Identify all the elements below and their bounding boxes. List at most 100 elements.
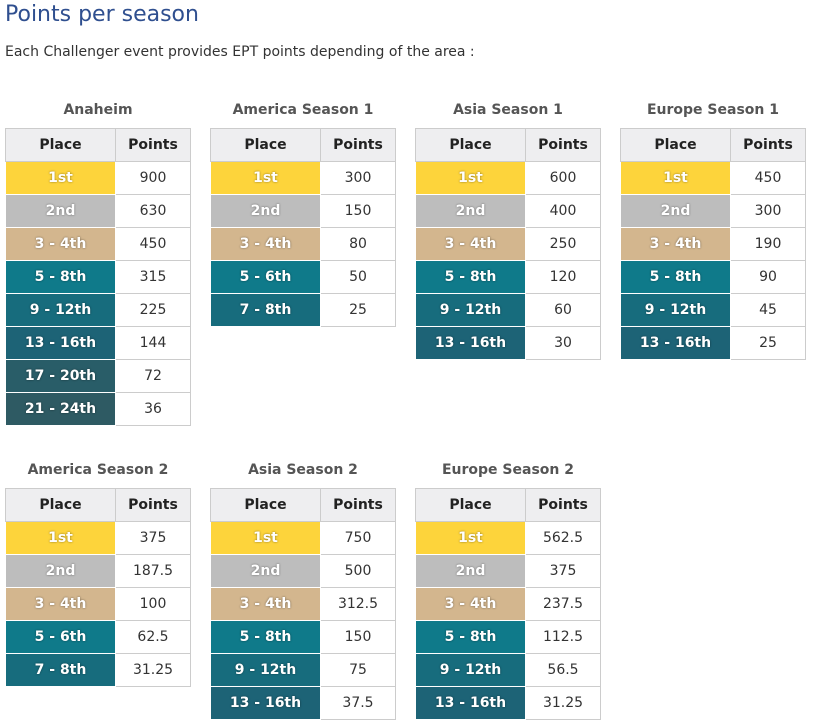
points-cell: 56.5 — [525, 653, 601, 687]
header-row: Place Points — [210, 488, 396, 522]
place-cell: 5 - 6th — [210, 260, 321, 294]
points-cell: 25 — [730, 326, 806, 360]
points-cell: 112.5 — [525, 620, 601, 654]
table-row: 1st 600 — [415, 161, 601, 195]
place-cell: 13 - 16th — [415, 686, 526, 720]
table-row: 13 - 16th 31.25 — [415, 686, 601, 720]
column-header: Place — [415, 128, 526, 162]
points-cell: 80 — [320, 227, 396, 261]
place-cell: 2nd — [620, 194, 731, 228]
points-cell: 72 — [115, 359, 191, 393]
points-cell: 500 — [320, 554, 396, 588]
column-header: Place — [5, 488, 116, 522]
table-row: 9 - 12th 56.5 — [415, 653, 601, 687]
points-cell: 450 — [115, 227, 191, 261]
table-name: Europe Season 2 — [441, 462, 574, 478]
table-row: 2nd 300 — [620, 194, 806, 228]
place-cell: 3 - 4th — [5, 587, 116, 621]
table-row: 13 - 16th 25 — [620, 326, 806, 360]
table-row: 3 - 4th 80 — [210, 227, 396, 261]
header-row: Place Points — [620, 128, 806, 162]
place-cell: 9 - 12th — [415, 293, 526, 327]
points-cell: 450 — [730, 161, 806, 195]
table-row: 3 - 4th 250 — [415, 227, 601, 261]
points-table: Place Points 1st 300 2nd 150 3 - 4th 80 5 - 6th 5… — [210, 128, 396, 327]
place-cell: 1st — [620, 161, 731, 195]
points-cell: 562.5 — [525, 521, 601, 555]
points-cell: 50 — [320, 260, 396, 294]
place-cell: 3 - 4th — [415, 227, 526, 261]
points-cell: 250 — [525, 227, 601, 261]
table-row: 2nd 187.5 — [5, 554, 191, 588]
table-row: 13 - 16th 30 — [415, 326, 601, 360]
points-table: Place Points 1st 375 2nd 187.5 3 - 4th 100 5 - 6… — [5, 488, 191, 687]
place-cell: 5 - 8th — [415, 620, 526, 654]
header-row: Place Points — [5, 488, 191, 522]
place-cell: 13 - 16th — [620, 326, 731, 360]
points-cell: 600 — [525, 161, 601, 195]
place-cell: 3 - 4th — [5, 227, 116, 261]
place-cell: 1st — [210, 521, 321, 555]
points-table: Place Points 1st 600 2nd 400 3 - 4th 250 5 - 8th… — [415, 128, 601, 360]
table-row: 21 - 24th 36 — [5, 392, 191, 426]
place-cell: 2nd — [415, 554, 526, 588]
place-cell: 13 - 16th — [210, 686, 321, 720]
column-header: Points — [525, 488, 601, 522]
points-table: Place Points 1st 900 2nd 630 3 - 4th 450 5 - 8th… — [5, 128, 191, 426]
place-cell: 5 - 8th — [5, 260, 116, 294]
table-row: 3 - 4th 237.5 — [415, 587, 601, 621]
points-cell: 630 — [115, 194, 191, 228]
column-header: Place — [5, 128, 116, 162]
points-cell: 190 — [730, 227, 806, 261]
points-cell: 375 — [525, 554, 601, 588]
points-cell: 315 — [115, 260, 191, 294]
points-table: Place Points 1st 450 2nd 300 3 - 4th 190 5 - 8th… — [620, 128, 806, 360]
table-row: 17 - 20th 72 — [5, 359, 191, 393]
column-header: Points — [320, 128, 396, 162]
table-row: 1st 750 — [210, 521, 396, 555]
table-name: Asia Season 1 — [453, 102, 563, 118]
points-cell: 31.25 — [525, 686, 601, 720]
points-cell: 900 — [115, 161, 191, 195]
place-cell: 2nd — [5, 554, 116, 588]
place-cell: 3 - 4th — [210, 227, 321, 261]
subtitle: Each Challenger event provides EPT point… — [5, 44, 475, 60]
points-cell: 225 — [115, 293, 191, 327]
column-header: Place — [210, 488, 321, 522]
place-cell: 3 - 4th — [620, 227, 731, 261]
table-row: 5 - 8th 150 — [210, 620, 396, 654]
table-name: Asia Season 2 — [248, 462, 358, 478]
header-row: Place Points — [210, 128, 396, 162]
place-cell: 9 - 12th — [620, 293, 731, 327]
place-cell: 1st — [5, 521, 116, 555]
points-cell: 120 — [525, 260, 601, 294]
place-cell: 5 - 8th — [620, 260, 731, 294]
table-row: 2nd 630 — [5, 194, 191, 228]
column-header: Points — [320, 488, 396, 522]
table-row: 1st 900 — [5, 161, 191, 195]
table-row: 1st 450 — [620, 161, 806, 195]
points-cell: 750 — [320, 521, 396, 555]
table-row: 5 - 8th 120 — [415, 260, 601, 294]
table-row: 5 - 8th 112.5 — [415, 620, 601, 654]
page-title: Points per season — [5, 2, 199, 27]
table-row: 7 - 8th 31.25 — [5, 653, 191, 687]
place-cell: 9 - 12th — [415, 653, 526, 687]
place-cell: 1st — [415, 521, 526, 555]
table-row: 5 - 8th 90 — [620, 260, 806, 294]
table-row: 2nd 375 — [415, 554, 601, 588]
place-cell: 5 - 6th — [5, 620, 116, 654]
column-header: Points — [730, 128, 806, 162]
points-cell: 90 — [730, 260, 806, 294]
header-row: Place Points — [415, 128, 601, 162]
place-cell: 13 - 16th — [5, 326, 116, 360]
column-header: Place — [620, 128, 731, 162]
table-row: 5 - 8th 315 — [5, 260, 191, 294]
points-cell: 31.25 — [115, 653, 191, 687]
points-cell: 375 — [115, 521, 191, 555]
points-cell: 300 — [730, 194, 806, 228]
points-cell: 150 — [320, 194, 396, 228]
place-cell: 1st — [415, 161, 526, 195]
points-cell: 100 — [115, 587, 191, 621]
table-row: 2nd 150 — [210, 194, 396, 228]
